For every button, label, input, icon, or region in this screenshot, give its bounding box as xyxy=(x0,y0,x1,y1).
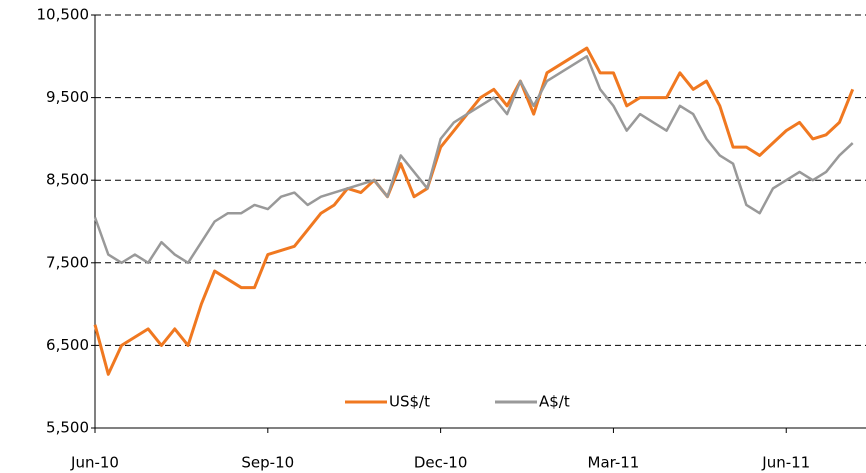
y-tick-label: 5,500 xyxy=(46,419,89,437)
x-tick-label: Dec-10 xyxy=(414,454,468,472)
x-tick-label: Sep-10 xyxy=(241,454,294,472)
legend-label: US$/t xyxy=(389,393,430,411)
series-line xyxy=(93,46,855,376)
y-tick-label: 6,500 xyxy=(46,336,89,354)
y-tick-label: 7,500 xyxy=(46,253,89,271)
x-tick-label: Jun-10 xyxy=(70,454,119,472)
x-tick-label: Jun-11 xyxy=(761,454,810,472)
x-tick-label: Mar-11 xyxy=(588,454,640,472)
legend-label: A$/t xyxy=(539,393,570,411)
y-tick-label: 9,500 xyxy=(46,88,89,106)
y-tick-label: 8,500 xyxy=(46,171,89,189)
series-line xyxy=(93,55,854,265)
y-tick-label: 10,500 xyxy=(37,6,90,24)
